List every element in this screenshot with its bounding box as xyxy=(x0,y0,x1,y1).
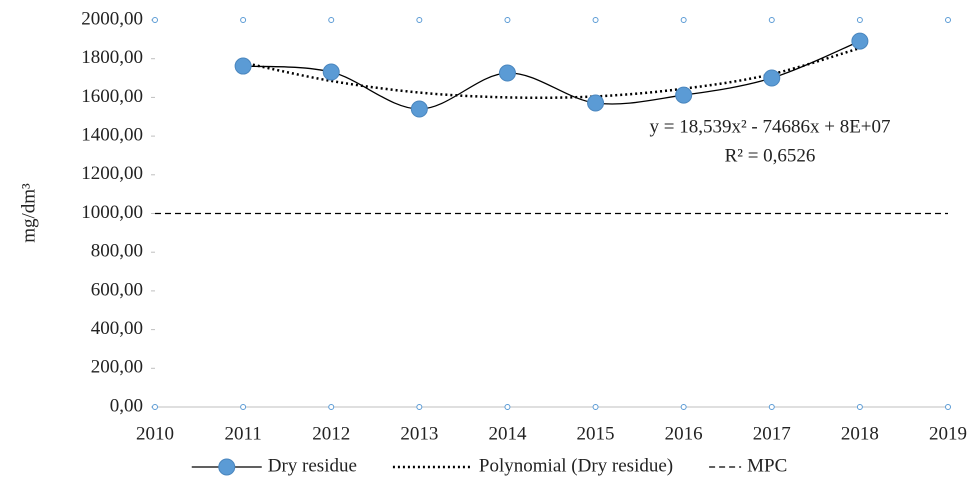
x-tick-label: 2015 xyxy=(577,423,615,444)
x-grid-marker xyxy=(768,17,775,23)
x-tick-label: 2017 xyxy=(753,423,791,444)
data-point xyxy=(851,32,869,50)
x-tick-label: 2012 xyxy=(312,423,350,444)
data-point xyxy=(763,69,781,87)
x-tick xyxy=(592,404,599,410)
x-grid-marker xyxy=(416,17,423,23)
y-axis-label: mg/dm³ xyxy=(18,183,39,243)
y-tick-label: 1000,00 xyxy=(81,202,143,223)
y-tick-label: 1800,00 xyxy=(81,47,143,68)
data-point xyxy=(498,64,516,82)
y-tick-label: 1200,00 xyxy=(81,163,143,184)
trend-r-squared: R² = 0,6526 xyxy=(725,145,816,166)
x-tick xyxy=(856,404,863,410)
legend-marker xyxy=(218,458,236,476)
y-tick-label: 800,00 xyxy=(91,241,143,262)
x-grid-marker xyxy=(592,17,599,23)
y-tick-label: 600,00 xyxy=(91,279,143,300)
x-tick-label: 2013 xyxy=(400,423,438,444)
y-tick-label: 400,00 xyxy=(91,318,143,339)
series-line xyxy=(243,40,861,110)
x-tick xyxy=(945,404,951,410)
y-tick-label: 200,00 xyxy=(91,357,143,378)
data-point xyxy=(675,86,693,104)
x-grid-marker xyxy=(328,17,335,23)
data-point xyxy=(410,100,428,118)
x-tick-label: 2018 xyxy=(841,423,879,444)
x-tick xyxy=(504,404,511,410)
x-tick-label: 2016 xyxy=(665,423,703,444)
x-grid-marker xyxy=(240,17,247,23)
legend-label: MPC xyxy=(747,455,787,476)
legend-label: Polynomial (Dry residue) xyxy=(479,455,673,476)
y-tick-label: 0,00 xyxy=(110,395,143,416)
x-tick-label: 2014 xyxy=(488,423,527,444)
y-tick-label: 2000,00 xyxy=(81,8,143,29)
y-tick-label: 1600,00 xyxy=(81,86,143,107)
trend-equation: y = 18,539x² - 74686x + 8E+07 xyxy=(649,116,890,137)
x-tick xyxy=(768,404,775,410)
x-tick-label: 2011 xyxy=(224,423,261,444)
x-tick xyxy=(328,404,335,410)
x-tick-label: 2019 xyxy=(929,423,967,444)
x-grid-marker xyxy=(856,17,863,23)
data-point xyxy=(322,63,340,81)
x-grid-marker xyxy=(945,17,951,23)
legend-label: Dry residue xyxy=(268,455,357,476)
x-grid-marker xyxy=(152,17,158,23)
x-tick xyxy=(152,404,158,410)
x-tick xyxy=(680,404,687,410)
x-grid-marker xyxy=(504,17,511,23)
data-point xyxy=(587,94,605,112)
x-tick xyxy=(240,404,247,410)
x-tick-label: 2010 xyxy=(136,423,174,444)
x-tick xyxy=(416,404,423,410)
series-line xyxy=(242,46,861,100)
y-tick-label: 1400,00 xyxy=(81,124,143,145)
data-point xyxy=(234,57,252,75)
x-grid-marker xyxy=(680,17,687,23)
